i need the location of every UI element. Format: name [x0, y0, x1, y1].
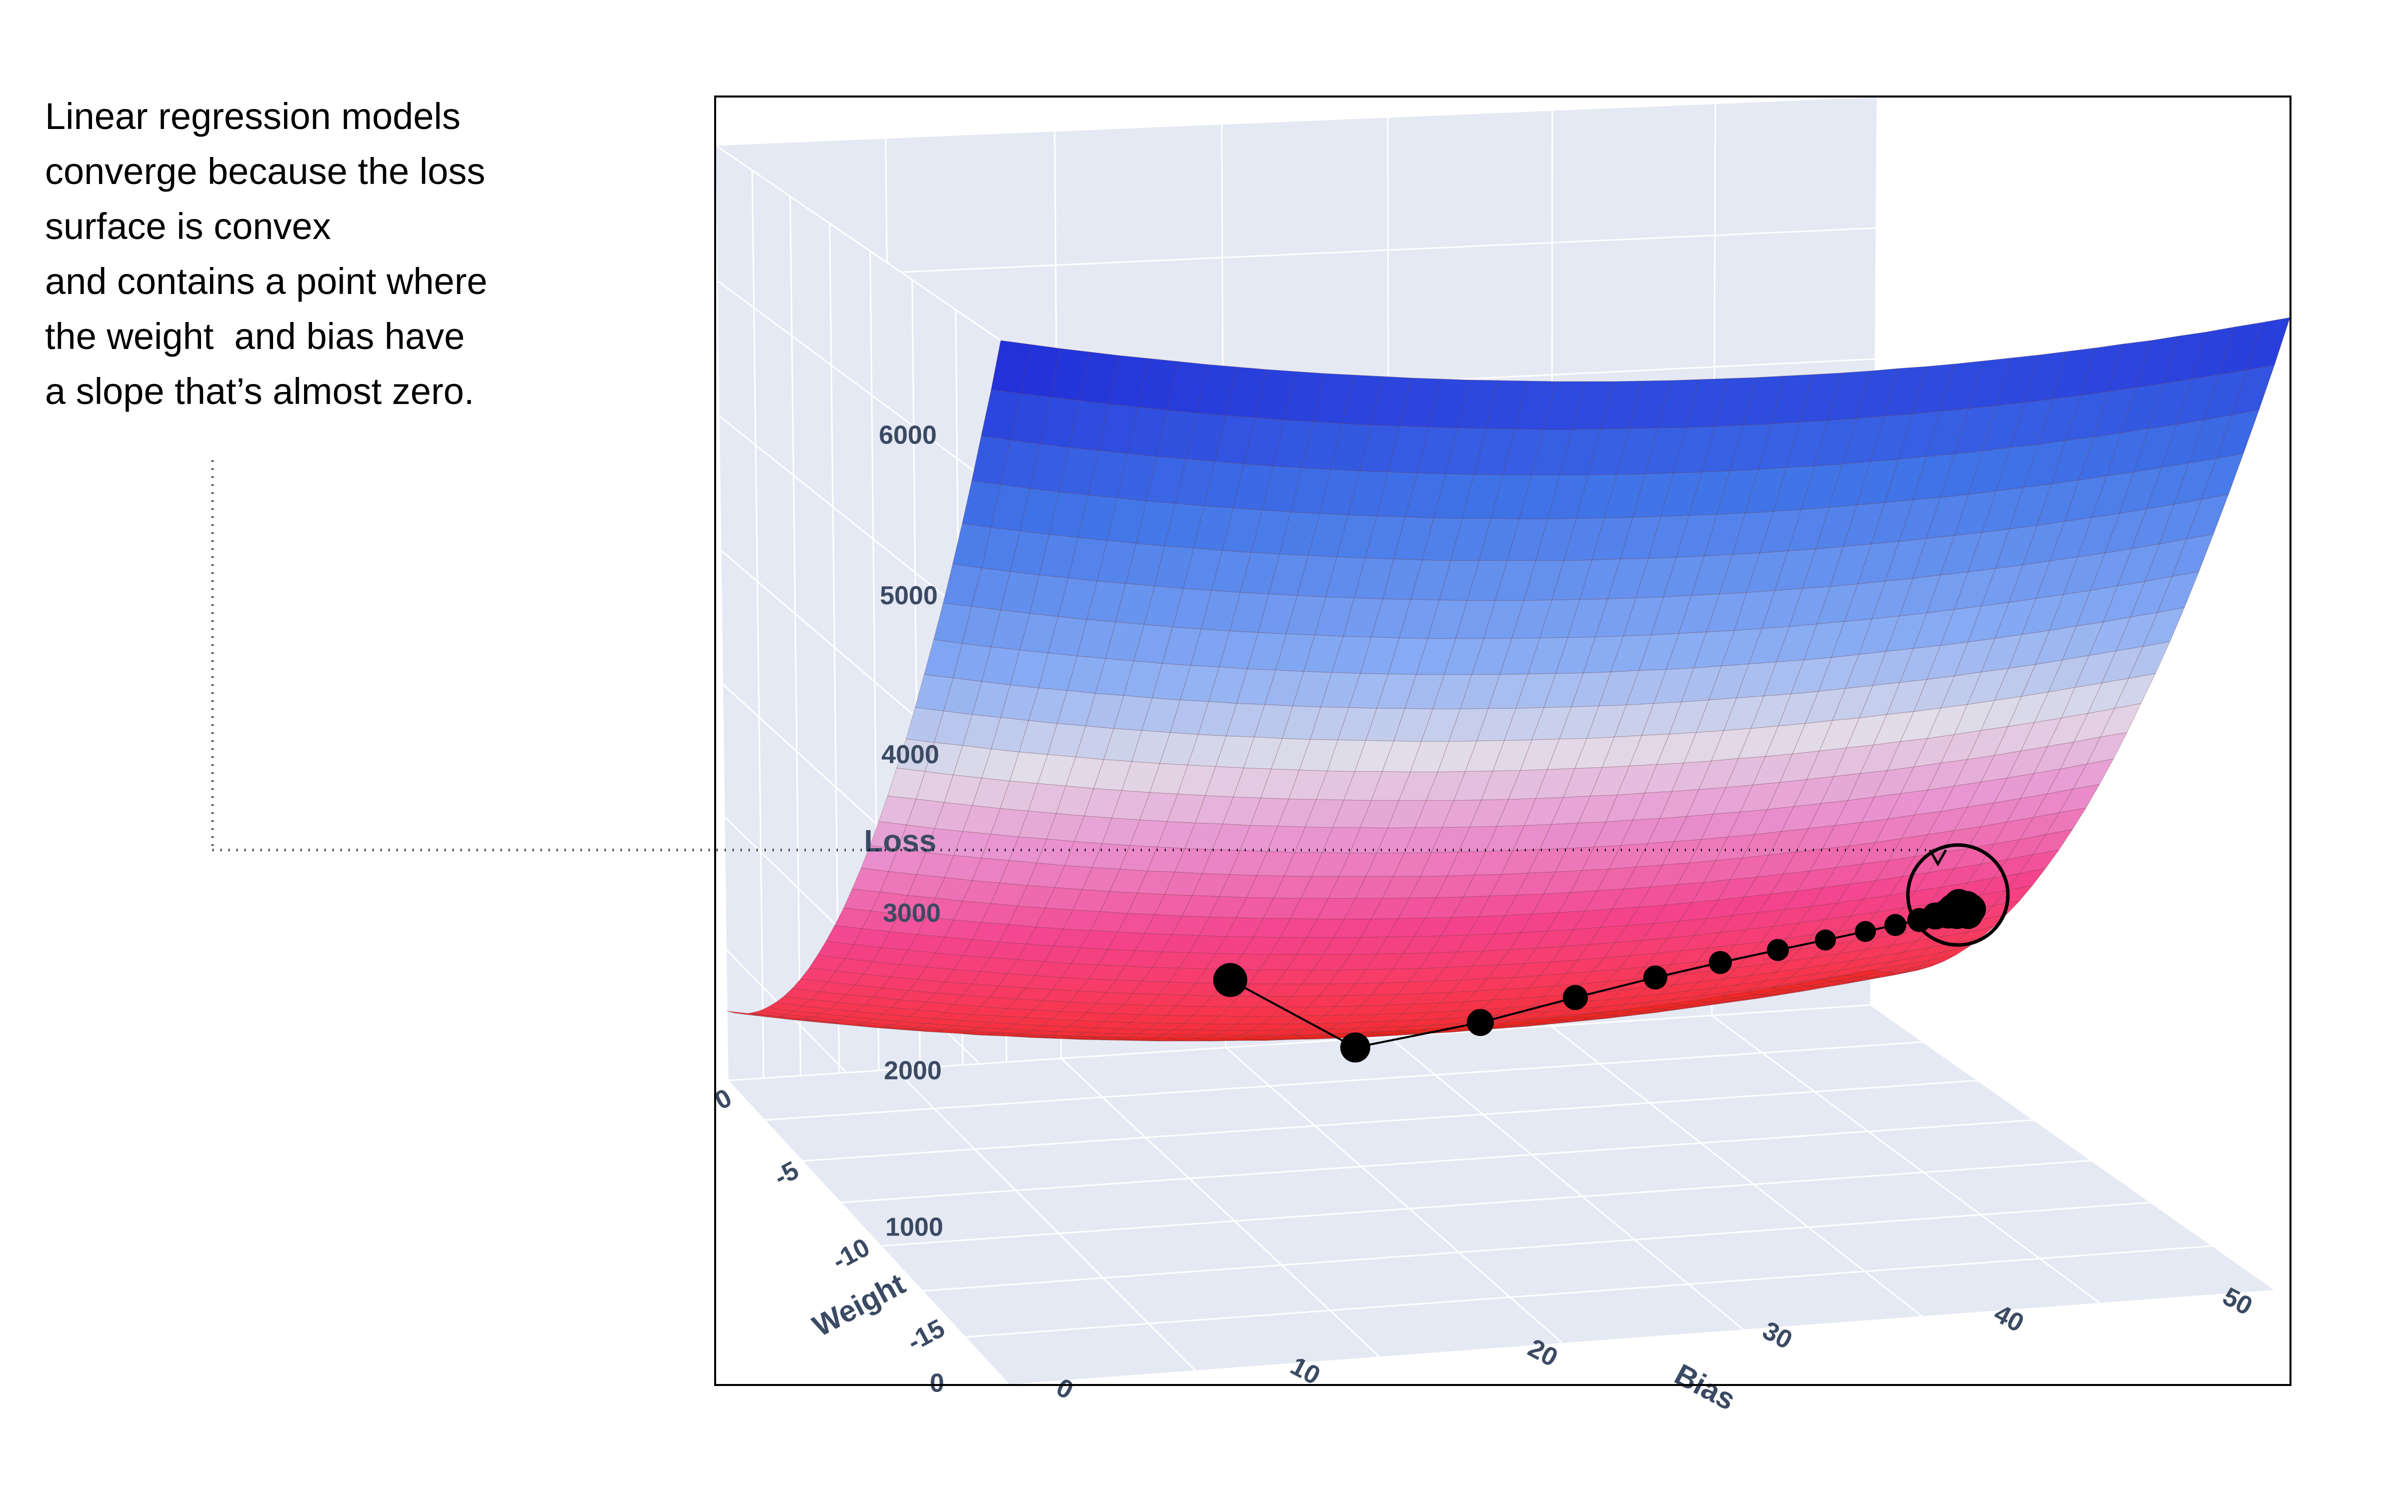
svg-text:-15: -15	[903, 1314, 950, 1356]
svg-text:3000: 3000	[883, 899, 941, 928]
svg-text:0: 0	[930, 1369, 944, 1398]
svg-text:Bias: Bias	[1669, 1358, 1741, 1417]
svg-text:1000: 1000	[885, 1213, 943, 1242]
svg-text:Loss: Loss	[864, 824, 937, 858]
svg-text:4000: 4000	[881, 740, 939, 770]
svg-text:2000: 2000	[884, 1056, 942, 1086]
svg-text:5000: 5000	[880, 582, 938, 610]
svg-text:-10: -10	[828, 1232, 875, 1276]
svg-text:Weight: Weight	[807, 1267, 911, 1344]
svg-text:0: 0	[710, 1083, 737, 1116]
svg-text:6000: 6000	[879, 421, 937, 450]
svg-text:-5: -5	[770, 1156, 804, 1192]
